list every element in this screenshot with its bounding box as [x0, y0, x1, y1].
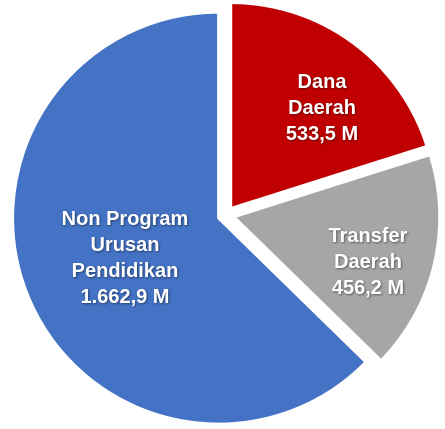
pie-slice — [229, 1, 429, 211]
value-label: 533,5 M — [285, 123, 359, 145]
slice-name: Transfer Daerah — [328, 225, 408, 273]
slice-label: Dana Daerah 533,5 M — [272, 69, 372, 147]
slice-name: Dana Daerah — [288, 71, 356, 119]
slice-label: Non Program Urusan Pendidikan 1.662,9 M — [38, 206, 213, 310]
value-label: 1.662,9 M — [80, 286, 170, 308]
slice-name: Non Program Urusan Pendidikan — [61, 208, 189, 282]
value-label: 456,2 M — [331, 277, 405, 299]
pie-slice — [11, 10, 369, 426]
pie-slice — [230, 152, 442, 363]
slice-label: Transfer Daerah 456,2 M — [313, 223, 423, 301]
